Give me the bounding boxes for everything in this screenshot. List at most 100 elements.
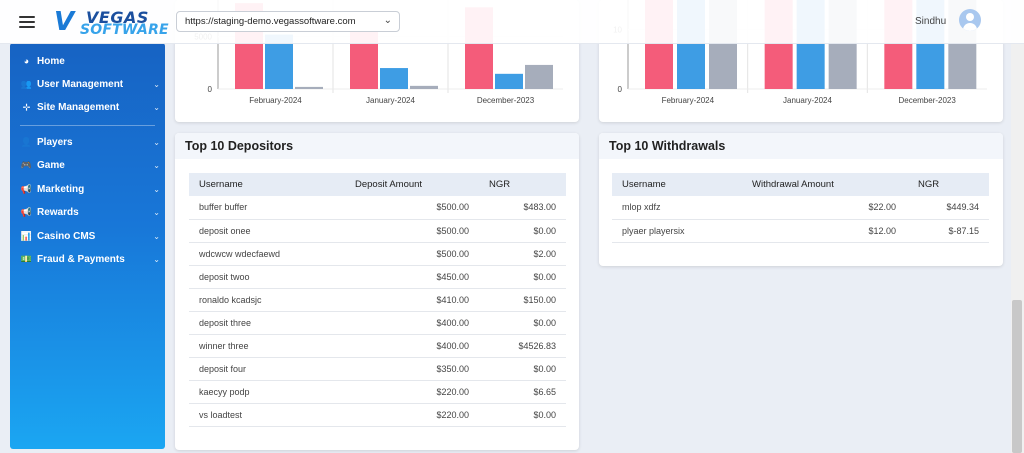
logo-text-bottom: SOFTWARE <box>80 22 169 38</box>
col-header-ngr: NGR <box>902 173 989 196</box>
users-icon: 👥 <box>20 78 33 89</box>
col-header-deposit-amount: Deposit Amount <box>339 173 469 196</box>
sidebar-item-rewards[interactable]: 📢 Rewards ⌄ <box>20 204 160 220</box>
cell-username: vs loadtest <box>189 403 339 427</box>
cell-username: deposit four <box>189 357 339 381</box>
col-header-username: Username <box>612 173 742 196</box>
chevron-down-icon: ⌄ <box>383 15 392 26</box>
cell-amount: $500.00 <box>339 219 469 243</box>
user-icon: 👤 <box>20 136 33 147</box>
sidebar-item-user-management[interactable]: 👥 User Management ⌄ <box>20 76 160 92</box>
x-tick-label: January-2024 <box>366 96 415 105</box>
table-row: buffer buffer $500.00 $483.00 <box>189 196 566 220</box>
x-tick-label: December-2023 <box>477 96 535 105</box>
user-name: Sindhu <box>915 16 947 27</box>
x-tick-label: December-2023 <box>898 96 956 105</box>
page-scrollbar-thumb[interactable] <box>1012 300 1022 453</box>
sidebar-item-casino-cms[interactable]: 📊 Casino CMS ⌄ <box>20 228 160 244</box>
top-depositors-card: Top 10 Depositors Username Deposit Amoun… <box>175 133 579 450</box>
cell-username: buffer buffer <box>189 196 339 220</box>
money-icon: 💵 <box>20 253 33 264</box>
cell-username: deposit onee <box>189 219 339 243</box>
table-row: deposit twoo $450.00 $0.00 <box>189 265 566 289</box>
withdrawals-table: Username Withdrawal Amount NGR mlop xdfz… <box>612 173 989 243</box>
chevron-down-icon: ⌄ <box>153 231 160 241</box>
y-tick-label: 0 <box>618 85 623 94</box>
table-row: deposit four $350.00 $0.00 <box>189 357 566 381</box>
bar[interactable] <box>380 68 408 89</box>
col-header-withdrawal-amount: Withdrawal Amount <box>742 173 902 196</box>
cell-amount: $400.00 <box>339 334 469 358</box>
cell-username: plyaer playersix <box>612 219 742 243</box>
col-header-ngr: NGR <box>469 173 566 196</box>
table-row: wdcwcw wdecfaewd $500.00 $2.00 <box>189 242 566 266</box>
cell-ngr: $0.00 <box>469 265 566 289</box>
x-tick-label: February-2024 <box>249 96 302 105</box>
top-withdrawals-title: Top 10 Withdrawals <box>599 133 1003 159</box>
chevron-down-icon: ⌄ <box>153 137 160 147</box>
user-avatar-icon[interactable] <box>959 9 981 31</box>
cell-ngr: $483.00 <box>469 196 566 220</box>
sidebar-item-fraud-payments[interactable]: 💵 Fraud & Payments ⌄ <box>20 251 160 267</box>
bar[interactable] <box>410 85 438 89</box>
chevron-down-icon: ⌄ <box>153 254 160 264</box>
cell-username: wdcwcw wdecfaewd <box>189 242 339 266</box>
cell-ngr: $2.00 <box>469 242 566 266</box>
cell-username: deposit three <box>189 311 339 335</box>
cell-amount: $350.00 <box>339 357 469 381</box>
sidebar-item-label: Game <box>37 159 65 171</box>
sidebar-item-home[interactable]: ◕ Home <box>20 53 160 69</box>
sidebar-item-label: Rewards <box>37 206 79 218</box>
megaphone-icon: 📢 <box>20 183 33 194</box>
sidebar-item-label: Players <box>37 136 73 148</box>
top-depositors-title: Top 10 Depositors <box>175 133 579 159</box>
cell-username: kaecyy podp <box>189 380 339 404</box>
table-row: ronaldo kcadsjc $410.00 $150.00 <box>189 288 566 312</box>
sidebar-item-site-management[interactable]: ⊹ Site Management ⌄ <box>20 99 160 115</box>
hamburger-menu-icon[interactable] <box>19 16 35 28</box>
top-withdrawals-card: Top 10 Withdrawals Username Withdrawal A… <box>599 133 1003 266</box>
cell-amount: $220.00 <box>339 380 469 404</box>
cell-ngr: $150.00 <box>469 288 566 312</box>
bar[interactable] <box>525 64 553 89</box>
cell-ngr: $0.00 <box>469 311 566 335</box>
col-header-username: Username <box>189 173 339 196</box>
cell-amount: $410.00 <box>339 288 469 312</box>
sidebar-item-game[interactable]: 🎮 Game ⌄ <box>20 157 160 173</box>
cell-amount: $500.00 <box>339 242 469 266</box>
table-row: winner three $400.00 $4526.83 <box>189 334 566 358</box>
sidebar-item-marketing[interactable]: 📢 Marketing ⌄ <box>20 181 160 197</box>
cell-amount: $22.00 <box>742 196 902 220</box>
chevron-down-icon: ⌄ <box>153 102 160 112</box>
chevron-down-icon: ⌄ <box>153 207 160 217</box>
chevron-down-icon: ⌄ <box>153 184 160 194</box>
table-row: mlop xdfz $22.00 $449.34 <box>612 196 989 220</box>
sidebar-divider <box>20 125 155 126</box>
table-row: deposit three $400.00 $0.00 <box>189 311 566 335</box>
cell-ngr: $6.65 <box>469 380 566 404</box>
top-bar: V VEGAS SOFTWARE https://staging-demo.ve… <box>0 0 1024 44</box>
bar[interactable] <box>295 86 323 89</box>
vegas-software-logo[interactable]: V VEGAS SOFTWARE <box>54 6 169 38</box>
cell-amount: $220.00 <box>339 403 469 427</box>
site-url-select[interactable]: https://staging-demo.vegassoftware.com ⌄ <box>176 11 400 32</box>
cell-ngr: $-87.15 <box>902 219 989 243</box>
cell-username: ronaldo kcadsjc <box>189 288 339 312</box>
sidebar-item-label: User Management <box>37 78 124 90</box>
sidebar-item-label: Casino CMS <box>37 230 96 242</box>
table-row: kaecyy podp $220.00 $6.65 <box>189 380 566 404</box>
y-tick-label: 0 <box>208 85 213 94</box>
table-row: plyaer playersix $12.00 $-87.15 <box>612 219 989 243</box>
cell-ngr: $0.00 <box>469 357 566 381</box>
cell-amount: $400.00 <box>339 311 469 335</box>
cell-username: winner three <box>189 334 339 358</box>
depositors-table: Username Deposit Amount NGR buffer buffe… <box>189 173 566 427</box>
gamepad-icon: 🎮 <box>20 159 33 170</box>
chevron-down-icon: ⌄ <box>153 160 160 170</box>
bar[interactable] <box>495 73 523 89</box>
sidebar-item-label: Marketing <box>37 183 85 195</box>
chevron-down-icon: ⌄ <box>153 79 160 89</box>
cell-username: mlop xdfz <box>612 196 742 220</box>
cell-ngr: $4526.83 <box>469 334 566 358</box>
sidebar-item-players[interactable]: 👤 Players ⌄ <box>20 134 160 150</box>
